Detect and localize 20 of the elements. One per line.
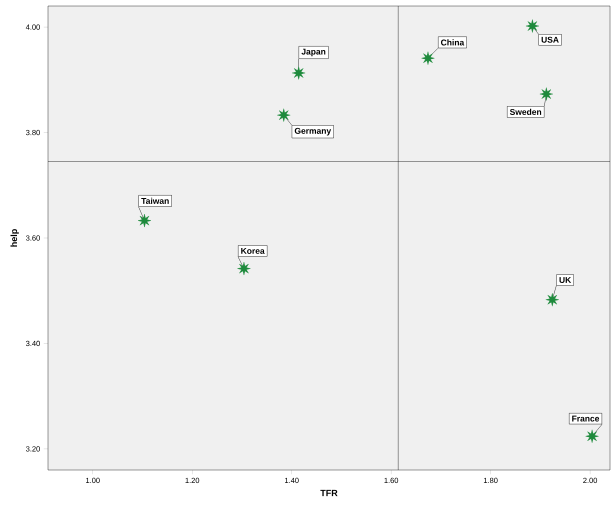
annotation: France: [572, 416, 600, 422]
point: [237, 262, 251, 276]
point: [546, 293, 559, 306]
point: [585, 430, 599, 443]
annotation: Germany: [294, 128, 332, 136]
point: [421, 52, 435, 65]
annotation: UK: [560, 277, 572, 283]
y-axis-title: help: [10, 229, 19, 247]
point: [540, 87, 554, 101]
point: [526, 19, 540, 33]
annotation: Sweden: [510, 108, 542, 115]
x-axis-title: TFR: [320, 490, 338, 496]
annotation: USA: [542, 36, 559, 43]
annotation: Korea: [241, 248, 265, 254]
annotation: China: [441, 39, 464, 46]
annotation: Japan: [301, 48, 326, 56]
point: [292, 66, 306, 80]
annotation: Taiwan: [141, 198, 169, 204]
point: [138, 214, 152, 228]
point: [277, 108, 290, 122]
